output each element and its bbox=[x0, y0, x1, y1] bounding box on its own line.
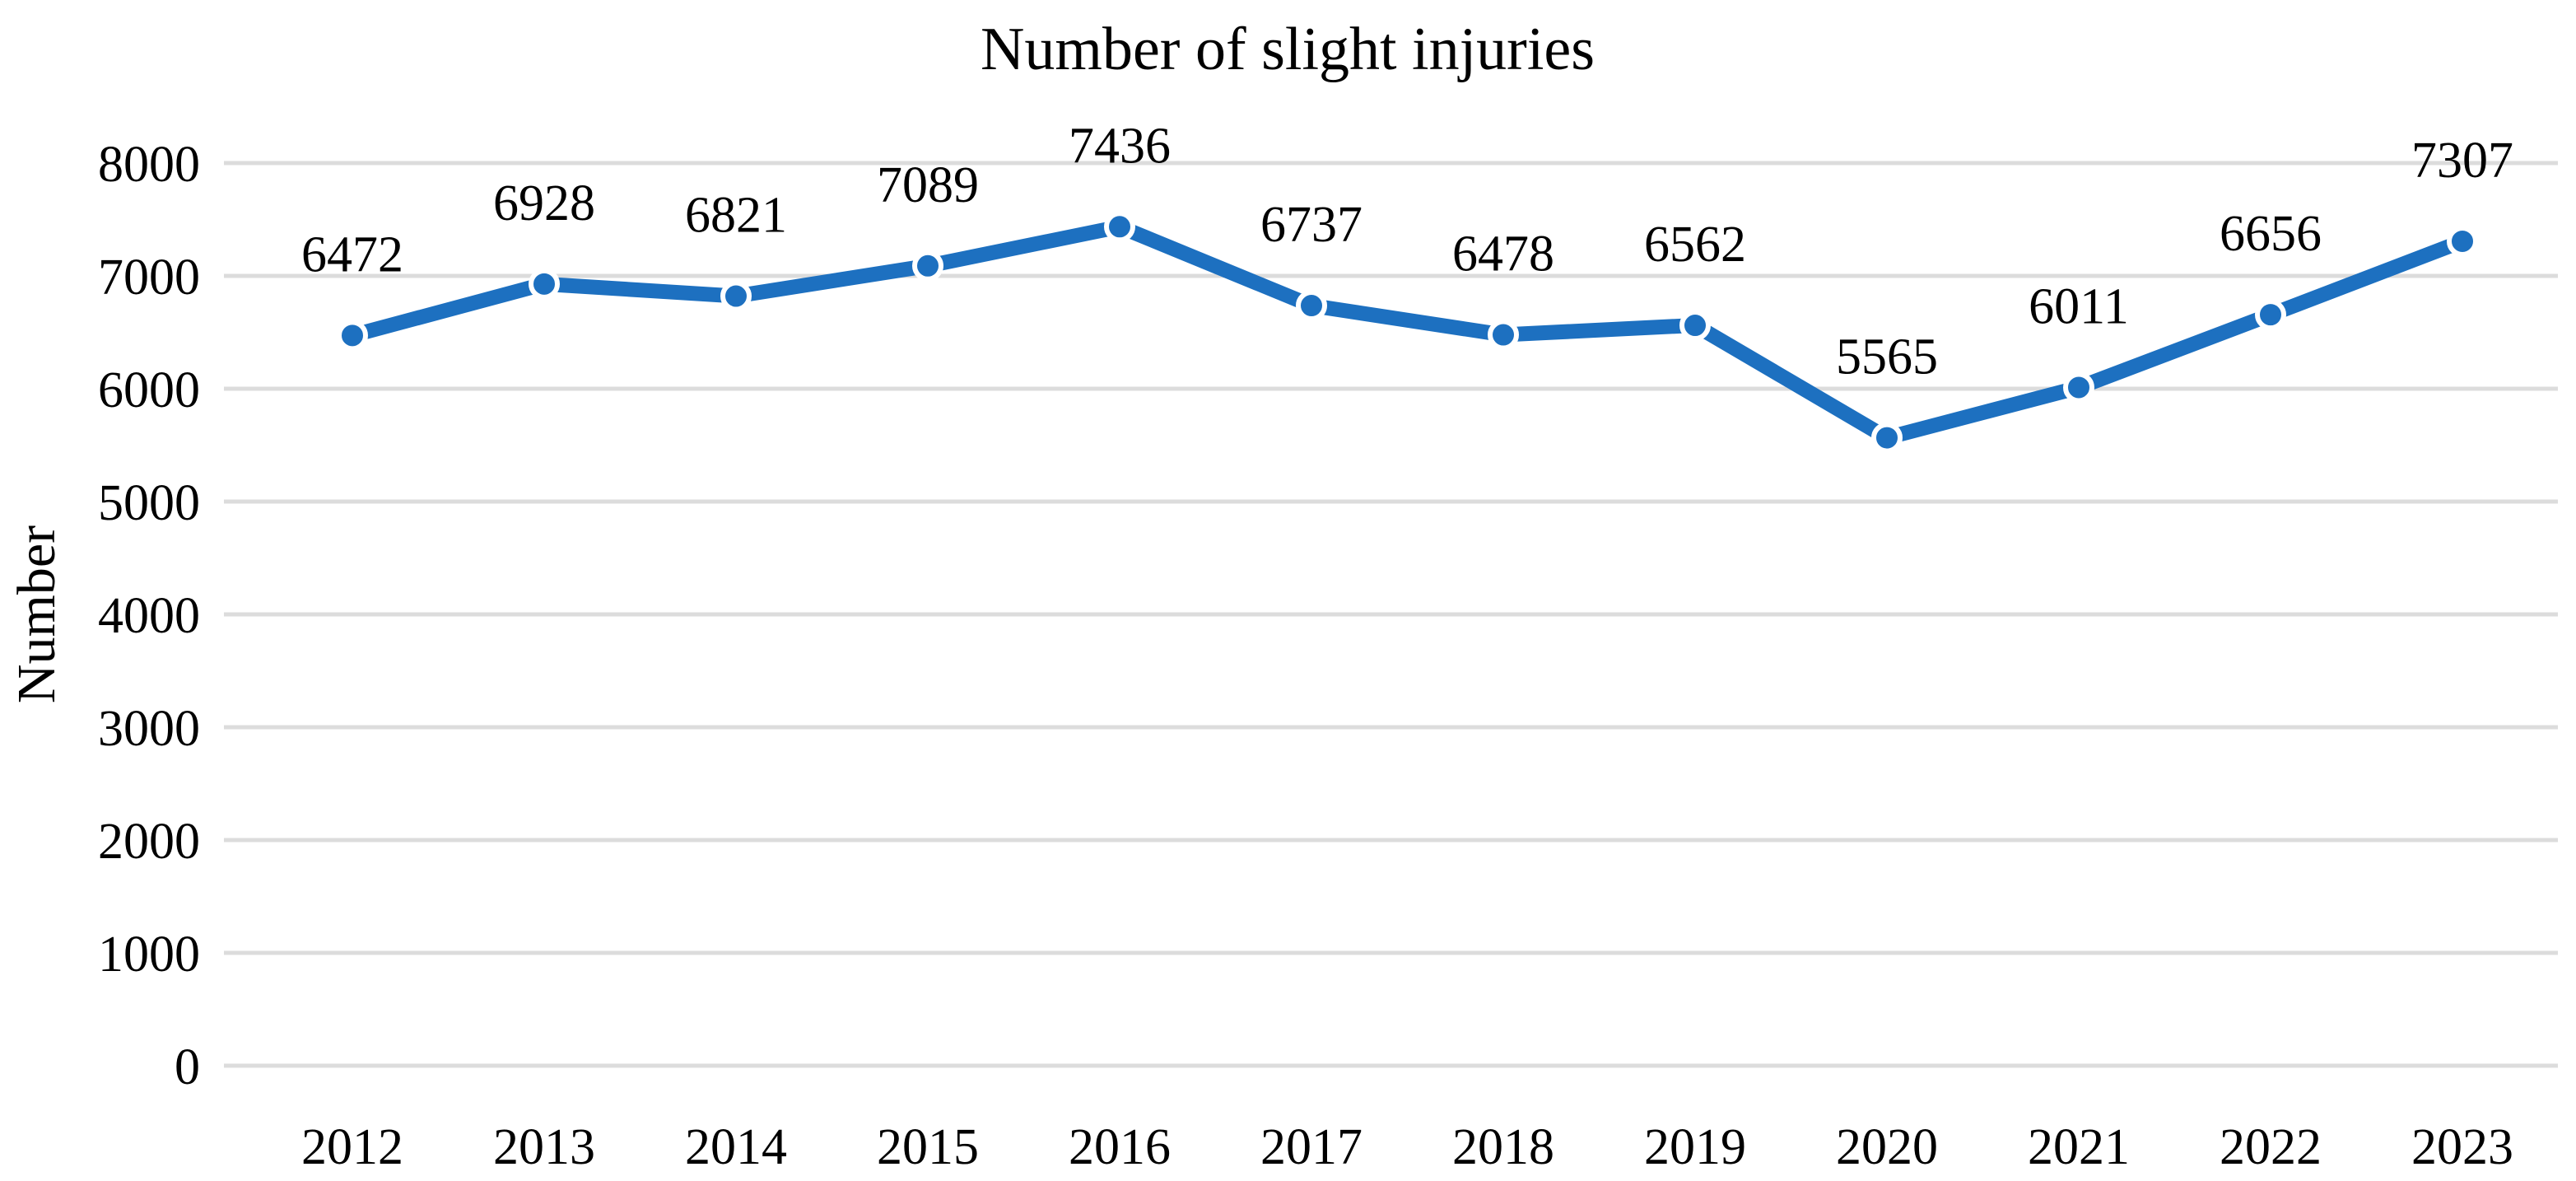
x-tick-label: 2021 bbox=[2028, 1119, 2130, 1175]
data-point-marker bbox=[1488, 319, 1519, 351]
y-axis-title: Number bbox=[7, 525, 67, 703]
chart-title: Number of slight injuries bbox=[981, 16, 1595, 83]
data-point-label: 7307 bbox=[2411, 133, 2513, 189]
data-point-marker bbox=[2447, 225, 2478, 257]
x-tick-label: 2019 bbox=[1644, 1119, 1746, 1175]
y-tick-label: 0 bbox=[175, 1039, 200, 1095]
x-tick-label: 2018 bbox=[1452, 1119, 1554, 1175]
data-point-marker bbox=[2063, 371, 2094, 404]
data-point-marker bbox=[912, 250, 943, 282]
gridlines bbox=[224, 161, 2558, 1068]
x-axis-tick-labels: 2012 2013 2014 2015 2016 2017 2018 2019 2020 2021… bbox=[301, 1119, 2513, 1175]
data-point-label: 6928 bbox=[493, 175, 595, 231]
y-tick-label: 5000 bbox=[98, 475, 200, 531]
y-tick-label: 8000 bbox=[98, 137, 200, 193]
data-point-label: 5565 bbox=[1836, 329, 1938, 385]
y-tick-label: 3000 bbox=[98, 701, 200, 757]
x-tick-label: 2015 bbox=[877, 1119, 979, 1175]
data-point-marker bbox=[1296, 290, 1327, 322]
data-point-label: 6562 bbox=[1644, 217, 1746, 273]
y-tick-label: 6000 bbox=[98, 362, 200, 418]
y-axis-tick-labels: 0 1000 2000 3000 4000 5000 6000 7000 8000 bbox=[98, 137, 200, 1095]
x-tick-label: 2017 bbox=[1260, 1119, 1363, 1175]
trend-line bbox=[350, 219, 2466, 446]
x-tick-label: 2013 bbox=[493, 1119, 595, 1175]
data-point-label: 6011 bbox=[2029, 278, 2129, 334]
data-point-label: 6656 bbox=[2220, 206, 2322, 262]
data-labels: 6472 6928 6821 7089 7436 6737 6478 6562 5565 6011… bbox=[301, 118, 2513, 385]
data-point-marker bbox=[1871, 422, 1903, 454]
data-point-marker bbox=[720, 280, 752, 312]
data-point-label: 7089 bbox=[877, 157, 979, 213]
x-tick-label: 2022 bbox=[2220, 1119, 2322, 1175]
data-point-label: 7436 bbox=[1069, 118, 1171, 174]
x-tick-label: 2014 bbox=[685, 1119, 787, 1175]
x-tick-label: 2023 bbox=[2411, 1119, 2513, 1175]
data-point-marker bbox=[2255, 299, 2286, 331]
y-tick-label: 7000 bbox=[98, 250, 200, 306]
y-tick-label: 1000 bbox=[98, 927, 200, 983]
data-point-marker bbox=[1679, 310, 1711, 342]
x-tick-label: 2020 bbox=[1836, 1119, 1938, 1175]
x-tick-label: 2016 bbox=[1069, 1119, 1171, 1175]
data-point-marker bbox=[529, 268, 560, 300]
data-point-label: 6478 bbox=[1452, 226, 1554, 282]
data-point-marker bbox=[337, 320, 368, 352]
x-tick-label: 2012 bbox=[301, 1119, 403, 1175]
y-tick-label: 2000 bbox=[98, 814, 200, 870]
data-point-label: 6821 bbox=[685, 188, 787, 244]
series-line-group bbox=[337, 211, 2478, 454]
data-point-label: 6472 bbox=[301, 226, 403, 282]
data-point-label: 6737 bbox=[1260, 197, 1363, 253]
data-point-marker bbox=[1104, 211, 1135, 243]
y-tick-label: 4000 bbox=[98, 588, 200, 644]
